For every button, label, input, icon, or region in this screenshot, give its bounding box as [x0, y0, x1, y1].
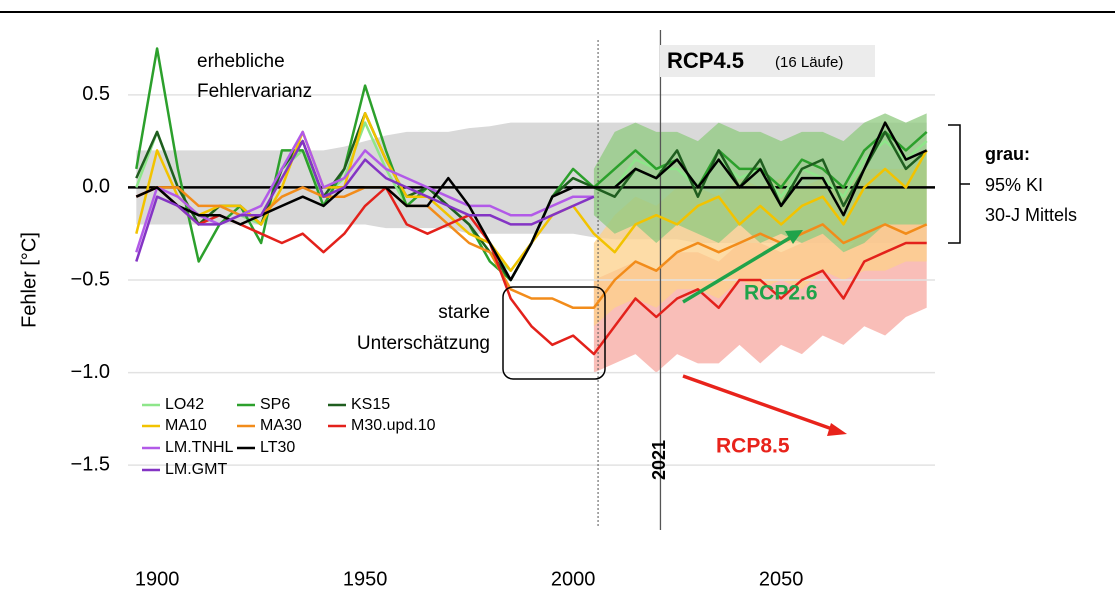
legend-label: MA10: [165, 417, 207, 434]
highlight-box: [502, 286, 606, 380]
y-tick-label: −1.0: [71, 361, 110, 383]
series-line: [135, 130, 594, 253]
legend-label: LM.TNHL: [165, 439, 234, 456]
legend-label: MA30: [260, 417, 302, 434]
variance-note: Fehlervarianz: [197, 81, 312, 102]
y-tick-label: 0.5: [82, 83, 110, 105]
ci-note: 30-J Mittels: [985, 205, 1077, 225]
legend-label: LO42: [165, 396, 204, 413]
x-tick-label: 1950: [343, 568, 388, 590]
confidence-band: [593, 113, 927, 253]
legend-label: LM.GMT: [165, 461, 227, 478]
reference-label: 2021: [649, 440, 669, 480]
y-tick-label: 0.0: [82, 176, 110, 198]
series-line: [135, 121, 928, 282]
rcp85-label: RCP8.5: [716, 435, 790, 458]
underestimate-note: Unterschätzung: [357, 333, 490, 354]
ci-note: 95% KI: [985, 175, 1043, 195]
legend-label: SP6: [260, 396, 290, 413]
ci-note: grau:: [985, 144, 1030, 164]
lines: [128, 47, 935, 356]
legend-label: KS15: [351, 396, 390, 413]
legend-label: M30.upd.10: [351, 417, 436, 434]
overlay: RCP4.5 (16 Läufe) erhebliche Fehlervaria…: [18, 45, 1077, 590]
x-tick-label: 1900: [135, 568, 180, 590]
legend: LO42 SP6 KS15 MA10 MA30 M30.upd.10 LM.TNHL LT30…: [142, 396, 436, 478]
rcp26-arrowhead: [785, 230, 803, 244]
y-tick-label: −0.5: [71, 268, 110, 290]
series-line: [135, 139, 595, 262]
rcp85-arrow: [682, 374, 836, 432]
y-tick-label: −1.5: [71, 453, 110, 475]
rcp85-arrowhead: [827, 423, 847, 436]
rcp26-arrow: [682, 234, 794, 304]
runs-label: (16 Läufe): [775, 54, 843, 71]
underestimate-note: starke: [438, 302, 490, 323]
x-tick-label: 2050: [759, 568, 804, 590]
rcp26-label: RCP2.6: [744, 282, 818, 305]
bands: [136, 113, 927, 373]
legend-label: LT30: [260, 439, 295, 456]
series-line: [135, 186, 927, 356]
variance-note: erhebliche: [197, 51, 285, 72]
x-tick-label: 2000: [551, 568, 596, 590]
y-axis-label: Fehler [°C]: [18, 232, 40, 328]
rcp45-label: RCP4.5: [667, 48, 744, 73]
rcp45-box: [660, 45, 875, 77]
ci-bracket: [948, 124, 970, 244]
